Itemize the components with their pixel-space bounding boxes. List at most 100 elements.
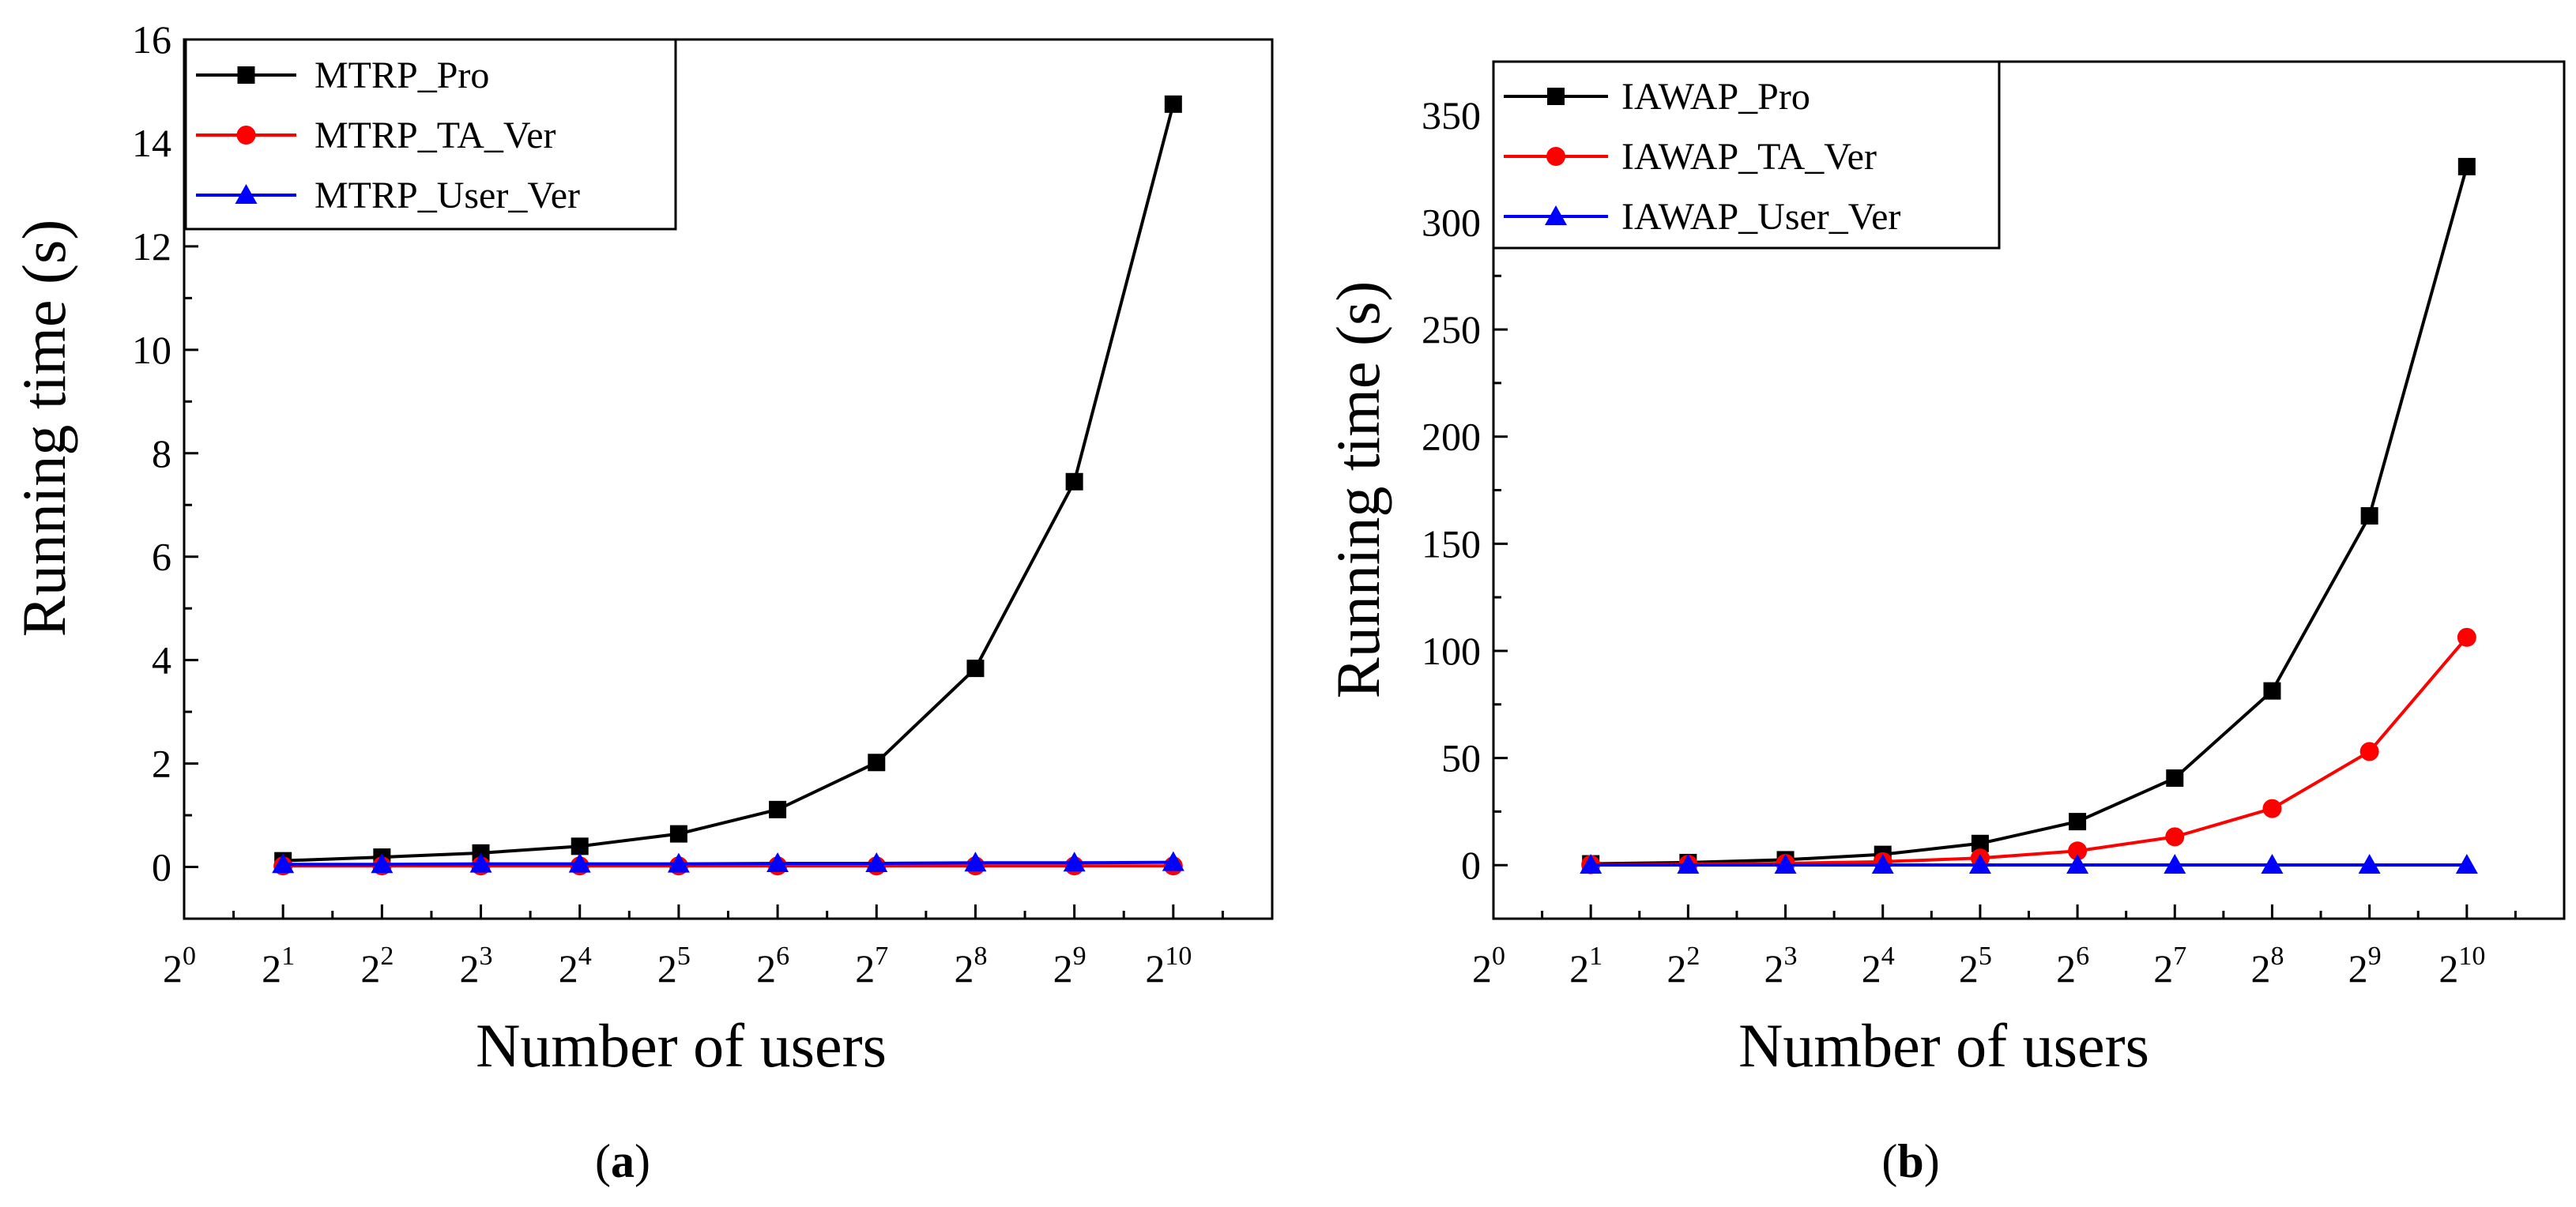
data-point <box>667 852 690 873</box>
data-point <box>1063 852 1086 872</box>
series-IAWAP_TA_Ver <box>1581 627 2476 874</box>
legend-entry: IAWAP_Pro <box>1504 76 1810 118</box>
legend-label: IAWAP_User_Ver <box>1621 196 1900 238</box>
data-point <box>1065 472 1083 491</box>
x-tick-label: 27 <box>2153 942 2186 991</box>
chart-b-plot-frame <box>1492 60 2566 920</box>
chart-a-caption: (a) <box>595 1135 650 1187</box>
x-tick-label: 29 <box>2348 942 2382 991</box>
chart-b-x-tick-labels: 20 21 22 23 24 25 26 27 28 29 210 <box>1472 942 2485 991</box>
series-line <box>1591 636 2469 867</box>
data-point <box>964 852 987 872</box>
legend-label: MTRP_TA_Ver <box>314 115 556 156</box>
x-tick-label: 20 <box>163 942 196 991</box>
series-IAWAP_User_Ver <box>1580 854 2478 874</box>
series-MTRP_Pro <box>274 95 1182 870</box>
x-tick-label: 210 <box>1145 942 1192 991</box>
x-tick-label: 26 <box>756 942 789 991</box>
chart-b-x-axis-title: Number of users <box>1738 1011 2149 1080</box>
legend-entry: IAWAP_TA_Ver <box>1504 136 1877 178</box>
y-tick-label: 200 <box>1422 415 1481 459</box>
y-tick-label: 8 <box>152 431 171 476</box>
data-point <box>272 853 295 874</box>
x-tick-label: 210 <box>2439 942 2485 991</box>
y-tick-label: 300 <box>1422 200 1481 244</box>
legend-entry: IAWAP_User_Ver <box>1504 196 1900 238</box>
chart-panel-b: 0 50 100 150 200 250 300 350 20 21 22 23 24 25 26 27 28… <box>1324 60 2566 1187</box>
legend-marker <box>236 126 256 145</box>
y-tick-label: 2 <box>152 742 171 786</box>
y-tick-label: 50 <box>1441 736 1481 780</box>
data-point <box>2359 742 2379 761</box>
data-point <box>865 852 888 872</box>
data-point <box>2358 854 2381 874</box>
x-tick-label: 20 <box>1472 942 1505 991</box>
x-tick-label: 28 <box>2250 942 2284 991</box>
legend-marker <box>1546 147 1565 166</box>
chart-a-plot-frame <box>183 38 1274 920</box>
data-point <box>2164 854 2186 874</box>
data-point <box>2066 854 2089 874</box>
data-point <box>371 853 394 874</box>
data-point <box>2068 841 2088 861</box>
data-point <box>568 852 591 873</box>
data-point <box>1580 854 1602 874</box>
y-tick-label: 12 <box>132 224 171 269</box>
legend-entry: MTRP_Pro <box>196 55 489 96</box>
series-line <box>283 860 1173 867</box>
legend-marker <box>235 184 258 204</box>
chart-b-series-layer <box>1580 157 2478 874</box>
chart-b-y-axis-title: Running time (s) <box>1324 281 1392 699</box>
y-tick-label: 100 <box>1422 629 1481 673</box>
x-tick-label: 25 <box>657 942 691 991</box>
legend-label: MTRP_User_Ver <box>314 175 580 216</box>
x-tick-label: 21 <box>262 942 295 991</box>
data-point <box>769 800 787 818</box>
x-tick-label: 28 <box>954 942 987 991</box>
y-tick-label: 0 <box>152 845 171 889</box>
legend-label: IAWAP_Pro <box>1621 76 1810 118</box>
chart-a-series-layer <box>272 95 1184 876</box>
x-tick-label: 29 <box>1053 942 1087 991</box>
y-tick-label: 6 <box>152 535 171 579</box>
legend-marker <box>1547 88 1565 105</box>
series-IAWAP_Pro <box>1582 157 2476 873</box>
chart-b-y-tick-labels: 0 50 100 150 200 250 300 350 <box>1422 93 1481 887</box>
data-point <box>2069 813 2087 831</box>
data-point <box>571 837 589 855</box>
x-tick-label: 23 <box>460 942 493 991</box>
x-tick-label: 23 <box>1764 942 1798 991</box>
legend-marker <box>237 66 255 84</box>
x-tick-label: 21 <box>1569 942 1602 991</box>
series-MTRP_User_Ver <box>272 851 1184 874</box>
y-tick-label: 0 <box>1461 843 1481 887</box>
y-tick-label: 250 <box>1422 307 1481 352</box>
y-tick-label: 16 <box>132 17 171 62</box>
data-point <box>2262 799 2282 818</box>
data-point <box>966 660 985 678</box>
data-point <box>1677 854 1700 874</box>
data-point <box>2457 627 2476 647</box>
legend-entry: MTRP_TA_Ver <box>196 115 556 156</box>
data-point <box>2360 507 2378 525</box>
x-tick-label: 24 <box>559 942 592 991</box>
x-tick-label: 25 <box>1959 942 1992 991</box>
legend-entry: MTRP_User_Ver <box>196 175 580 216</box>
data-point <box>669 825 687 843</box>
data-point <box>2455 854 2478 874</box>
data-point <box>1971 834 1989 852</box>
data-point <box>1871 854 1894 874</box>
data-point <box>2457 157 2476 175</box>
series-MTRP_TA_Ver <box>273 856 1183 876</box>
x-tick-label: 22 <box>360 942 394 991</box>
y-tick-label: 10 <box>132 328 171 372</box>
chart-a-y-axis-title: Running time (s) <box>9 220 78 637</box>
legend-label: MTRP_Pro <box>314 55 489 96</box>
chart-a-legend: MTRP_Pro MTRP_TA_Ver MTRP_User_Ver <box>184 38 677 231</box>
series-line <box>1591 166 2469 866</box>
chart-b-caption: (b) <box>1881 1135 1939 1187</box>
y-tick-label: 150 <box>1422 521 1481 566</box>
data-point <box>2263 682 2281 700</box>
